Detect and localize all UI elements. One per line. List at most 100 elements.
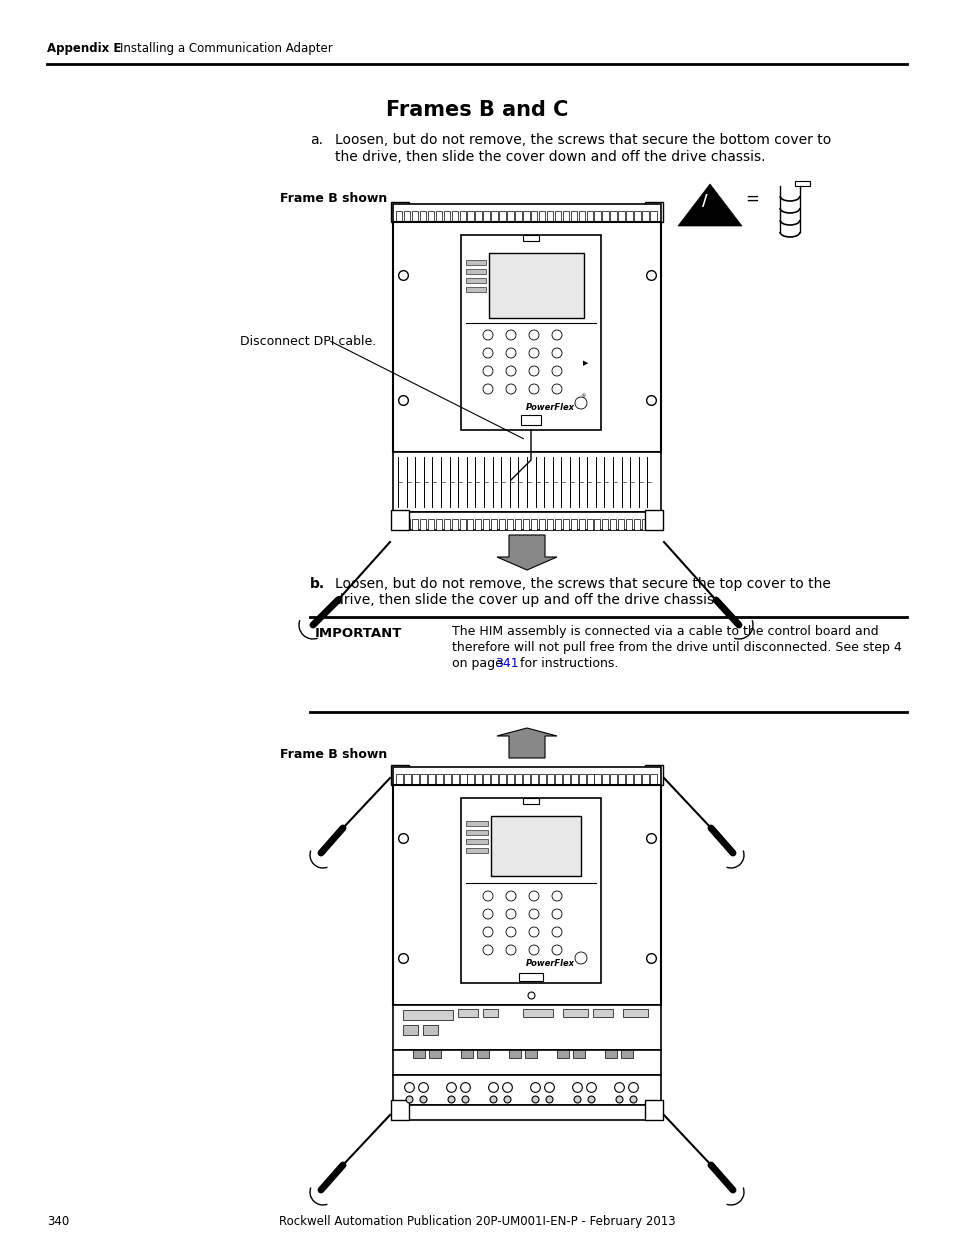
Bar [578,774,585,785]
Bar [460,235,600,430]
Circle shape [529,366,538,375]
Bar [618,211,624,222]
Bar [570,211,577,222]
Bar [644,1100,662,1120]
Circle shape [575,952,586,965]
Bar [419,519,425,530]
Bar [475,774,482,785]
Circle shape [505,927,516,937]
Polygon shape [678,184,741,226]
Text: Frame B shown: Frame B shown [280,191,387,205]
Bar [451,774,458,785]
Circle shape [552,348,561,358]
Bar [538,774,545,785]
Bar [483,774,490,785]
Circle shape [529,384,538,394]
Bar [522,519,529,530]
Bar [393,452,660,513]
Circle shape [505,890,516,902]
Circle shape [505,330,516,340]
Bar [522,774,530,785]
Bar [618,774,624,785]
Bar [402,1010,453,1020]
Bar [586,774,593,785]
Bar [467,519,473,530]
Bar [465,278,485,283]
Bar [522,1009,553,1016]
Bar [641,774,648,785]
Text: IMPORTANT: IMPORTANT [314,627,402,640]
Bar [491,211,497,222]
Circle shape [552,909,561,919]
Text: 340: 340 [47,1215,70,1228]
Bar [509,1050,520,1058]
Circle shape [505,384,516,394]
Text: /: / [701,194,707,209]
Bar [573,1050,584,1058]
Circle shape [529,909,538,919]
Bar [436,774,442,785]
Bar [649,519,656,530]
Bar [412,519,417,530]
Circle shape [482,384,493,394]
Bar [443,774,450,785]
Text: Installing a Communication Adapter: Installing a Communication Adapter [120,42,333,56]
Bar [538,519,544,530]
Bar [391,203,409,222]
Bar [393,1005,660,1050]
Bar [393,204,660,222]
Bar [391,510,409,530]
Bar [622,1009,647,1016]
Bar [465,848,488,853]
Polygon shape [497,535,557,571]
Bar [531,211,537,222]
Circle shape [529,348,538,358]
Text: Loosen, but do not remove, the screws that secure the bottom cover to: Loosen, but do not remove, the screws th… [335,133,830,147]
Text: Disconnect DPI cable.: Disconnect DPI cable. [240,335,375,348]
Bar [601,519,608,530]
Bar [578,211,584,222]
Bar [586,211,593,222]
Bar [403,211,410,222]
Bar [491,816,580,876]
Bar [620,1050,633,1058]
Circle shape [482,909,493,919]
Circle shape [505,909,516,919]
Bar [634,519,639,530]
Text: drive, then slide the cover up and off the drive chassis.: drive, then slide the cover up and off t… [335,593,718,606]
Circle shape [552,366,561,375]
Bar [507,774,514,785]
Bar [489,253,583,317]
Bar [457,1009,477,1016]
Bar [594,519,599,530]
Bar [634,774,640,785]
Bar [498,211,505,222]
Bar [593,1009,613,1016]
Circle shape [482,330,493,340]
Bar [393,1050,660,1074]
Bar [412,211,418,222]
Bar [413,1050,424,1058]
Bar [391,764,409,785]
Bar [594,774,600,785]
Bar [546,211,553,222]
Bar [498,519,505,530]
Bar [393,1105,660,1120]
Bar [570,519,576,530]
Bar [515,774,521,785]
Bar [531,774,537,785]
Bar [412,774,418,785]
Bar [459,519,465,530]
Bar [562,774,569,785]
Text: ®: ® [579,394,585,399]
Bar [475,211,481,222]
Bar [538,211,545,222]
Bar [625,211,632,222]
Bar [465,821,488,826]
Text: Appendix E: Appendix E [47,42,121,56]
Bar [395,206,403,214]
Bar [393,1074,660,1105]
Bar [522,798,538,804]
Bar [641,211,648,222]
Circle shape [505,366,516,375]
